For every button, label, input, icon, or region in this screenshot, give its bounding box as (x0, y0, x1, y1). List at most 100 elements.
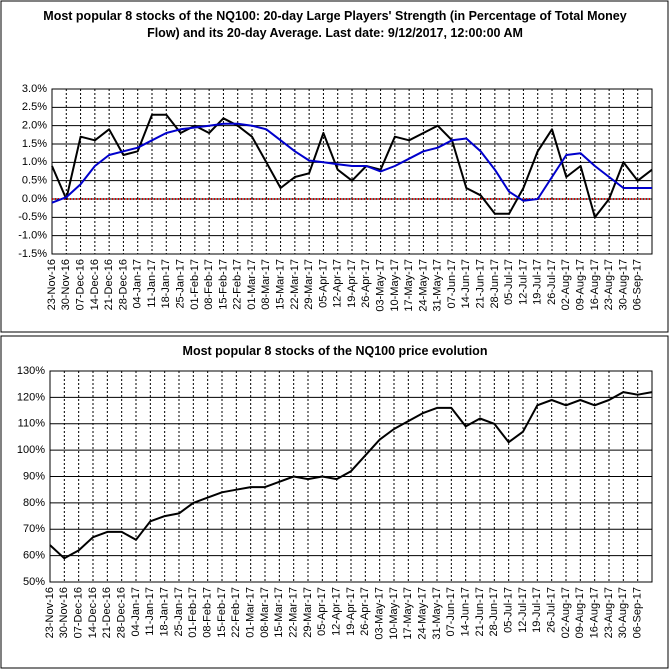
x-tick-label: 25-Jan-17 (173, 587, 185, 637)
y-tick-label: 80% (23, 497, 45, 509)
x-tick-label: 07-Jun-17 (445, 587, 457, 637)
x-tick-label: 26-Jul-17 (546, 587, 558, 633)
y-tick-label: 130% (17, 365, 45, 377)
x-tick-label: 10-May-17 (388, 587, 400, 640)
x-tick-label: 01-Mar-17 (246, 259, 258, 310)
x-tick-label: 23-Aug-17 (603, 587, 615, 638)
x-tick-label: 22-Mar-17 (288, 587, 300, 638)
x-tick-label: 17-May-17 (402, 587, 414, 640)
x-tick-label: 28-Jun-17 (489, 259, 501, 309)
x-tick-label: 02-Aug-17 (560, 587, 572, 638)
data-line (51, 122, 652, 204)
x-tick-label: 26-Jul-17 (546, 259, 558, 305)
y-tick-label: -0.5% (18, 211, 47, 223)
x-tick-label: 07-Dec-16 (74, 259, 86, 310)
x-tick-label: 07-Jun-17 (446, 259, 458, 309)
x-tick-label: 23-Aug-17 (603, 259, 615, 310)
x-tick-label: 08-Mar-17 (260, 259, 272, 310)
x-tick-label: 08-Feb-17 (202, 587, 214, 638)
x-tick-label: 24-May-17 (417, 259, 429, 312)
y-tick-label: 2.5% (22, 101, 47, 113)
x-tick-label: 21-Dec-16 (103, 259, 115, 310)
plot-frame (49, 370, 653, 583)
x-tick-label: 28-Jun-17 (488, 587, 500, 637)
x-tick-label: 12-Apr-17 (332, 259, 344, 308)
x-tick-label: 03-May-17 (374, 587, 386, 640)
x-tick-label: 01-Feb-17 (187, 587, 199, 638)
x-tick-label: 19-Jul-17 (532, 259, 544, 305)
x-tick-label: 01-Feb-17 (189, 259, 201, 310)
y-tick-label: 70% (23, 523, 45, 535)
x-tick-label: 14-Jun-17 (460, 259, 472, 309)
y-tick-label: 1.5% (22, 138, 47, 150)
x-tick-label: 18-Jan-17 (159, 587, 171, 637)
x-tick-label: 16-Aug-17 (589, 587, 601, 638)
x-tick-label: 22-Feb-17 (230, 587, 242, 638)
x-tick-label: 12-Apr-17 (331, 587, 343, 636)
x-tick-label: 28-Dec-16 (117, 259, 129, 310)
x-tick-label: 19-Jul-17 (531, 587, 543, 633)
x-tick-label: 04-Jan-17 (130, 587, 142, 637)
x-tick-label: 12-Jul-17 (517, 587, 529, 633)
x-tick-label: 22-Feb-17 (232, 259, 244, 310)
x-tick-label: 14-Jun-17 (460, 587, 472, 637)
x-tick-label: 14-Dec-16 (89, 259, 101, 310)
x-tick-label: 15-Mar-17 (274, 259, 286, 310)
y-tick-label: 0.5% (22, 175, 47, 187)
x-tick-label: 04-Jan-17 (132, 259, 144, 309)
chart-frame (0, 335, 669, 669)
x-tick-label: 30-Aug-17 (617, 259, 629, 310)
x-tick-label: 24-May-17 (417, 587, 429, 640)
x-tick-label: 19-Apr-17 (345, 587, 357, 636)
x-tick-label: 28-Dec-16 (116, 587, 128, 638)
chart-title-box: Most popular 8 stocks of the NQ100: 20-d… (43, 9, 627, 40)
x-tick-label: 31-May-17 (431, 587, 443, 640)
x-tick-label: 02-Aug-17 (560, 259, 572, 310)
x-tick-label: 06-Sep-17 (632, 587, 644, 638)
x-tick-label: 07-Dec-16 (73, 587, 85, 638)
x-tick-label: 15-Feb-17 (216, 587, 228, 638)
x-tick-label: 08-Mar-17 (259, 587, 271, 638)
x-tick-label: 29-Mar-17 (303, 259, 315, 310)
x-tick-label: 19-Apr-17 (346, 259, 358, 308)
x-tick-label: 21-Jun-17 (474, 259, 486, 309)
x-tick-label: 29-Mar-17 (302, 587, 314, 638)
x-tick-label: 08-Feb-17 (203, 259, 215, 310)
x-tick-label: 31-May-17 (432, 259, 444, 312)
x-tick-label: 06-Sep-17 (632, 259, 644, 310)
y-tick-label: -1.0% (18, 230, 47, 242)
x-tick-label: 09-Aug-17 (574, 259, 586, 310)
y-tick-label: 120% (17, 391, 45, 403)
y-tick-label: 90% (23, 470, 45, 482)
chart-title: Most popular 8 stocks of the NQ100 price… (182, 344, 488, 358)
x-tick-label: 23-Nov-16 (44, 587, 56, 638)
x-tick-label: 30-Aug-17 (617, 587, 629, 638)
data-line (51, 113, 653, 219)
y-tick-label: 60% (23, 550, 45, 562)
chart-title: Most popular 8 stocks of the NQ100: 20-d… (43, 9, 627, 40)
x-tick-label: 05-Apr-17 (316, 587, 328, 636)
x-tick-label: 05-Jul-17 (503, 259, 515, 305)
y-tick-label: 3.0% (22, 83, 47, 95)
y-tick-label: 1.0% (22, 156, 47, 168)
y-tick-label: 2.0% (22, 120, 47, 132)
x-tick-label: 11-Jan-17 (146, 259, 158, 308)
x-tick-label: 12-Jul-17 (517, 259, 529, 305)
x-tick-label: 21-Jun-17 (474, 587, 486, 637)
x-tick-label: 23-Nov-16 (46, 259, 58, 310)
x-tick-label: 15-Feb-17 (217, 259, 229, 310)
x-tick-label: 11-Jan-17 (144, 587, 156, 636)
x-tick-label: 26-Apr-17 (359, 587, 371, 636)
chart-title-box: Most popular 8 stocks of the NQ100 price… (182, 344, 488, 358)
x-tick-label: 30-Nov-16 (58, 587, 70, 638)
x-tick-label: 01-Mar-17 (245, 587, 257, 638)
x-tick-label: 26-Apr-17 (360, 259, 372, 308)
x-tick-label: 09-Aug-17 (574, 587, 586, 638)
x-tick-label: 15-Mar-17 (273, 587, 285, 638)
y-tick-label: 50% (23, 576, 45, 588)
x-tick-label: 22-Mar-17 (289, 259, 301, 310)
x-tick-label: 21-Dec-16 (101, 587, 113, 638)
y-tick-label: -1.5% (18, 248, 47, 260)
